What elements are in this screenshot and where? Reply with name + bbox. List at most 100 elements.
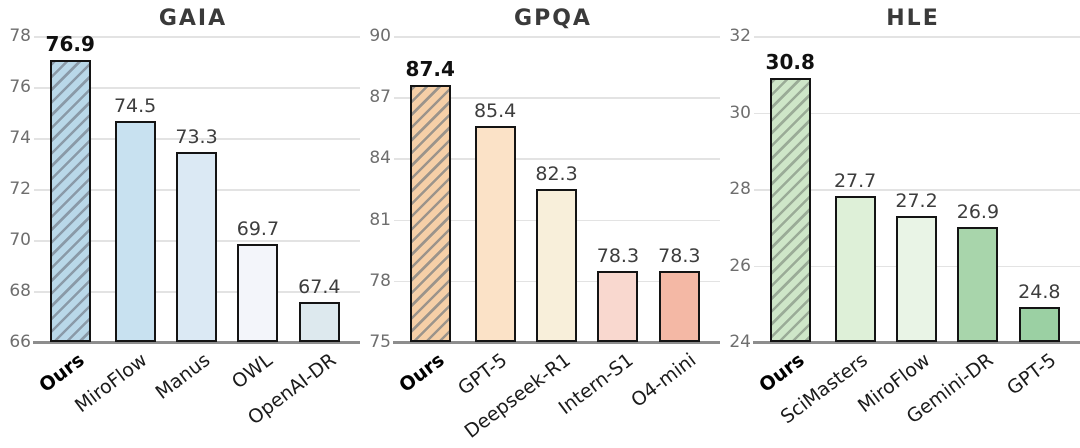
- bar-value-label: 78.3: [596, 244, 640, 267]
- bar-group: 24.8: [1018, 281, 1060, 342]
- y-tick-label: 24: [729, 332, 751, 352]
- bar: [49, 60, 91, 342]
- x-tick-label: O4-mini: [626, 349, 700, 412]
- bars: 30.8 27.7 27.2 26.9 24.8: [756, 36, 1070, 342]
- x-tick-label: Manus: [151, 349, 215, 404]
- bar-group: 85.4: [474, 100, 516, 342]
- y-tick-label: 90: [369, 26, 391, 46]
- plot-wrap: 75 78 81 84 87 90 87.4 85.4 82.3 78.3 78.3: [360, 26, 720, 352]
- bar-group: 27.2: [895, 189, 938, 342]
- bar-group: 27.7: [834, 170, 876, 342]
- bar-value-label: 74.5: [113, 95, 157, 118]
- bar: [658, 270, 700, 342]
- bar-group: 73.3: [175, 125, 218, 342]
- bar-group: 67.4: [298, 276, 340, 342]
- y-tick-label: 28: [729, 179, 751, 199]
- y-axis: 66 68 70 72 74 76 78: [0, 26, 36, 352]
- x-tick-label: OWL: [228, 349, 278, 394]
- bar: [176, 151, 218, 342]
- bar: [298, 302, 340, 342]
- bar-value-label: 24.8: [1018, 281, 1061, 304]
- bar-group: 82.3: [535, 163, 578, 342]
- x-axis-line: [33, 341, 360, 344]
- chart-gpqa: GPQA 75 78 81 84 87 90 87.4 85.4 82.3 78.3 78.3 O…: [360, 0, 720, 448]
- bar: [896, 215, 938, 342]
- bar: [536, 189, 578, 342]
- bar: [114, 121, 156, 342]
- bar-group: 26.9: [957, 201, 999, 342]
- plot-area: 76.9 74.5 73.3 69.7 67.4: [33, 32, 360, 344]
- bar: [409, 85, 451, 342]
- y-tick-label: 32: [729, 26, 751, 46]
- chart-title: GAIA: [158, 6, 228, 31]
- bar: [474, 125, 516, 342]
- chart-hle: HLE 24 26 28 30 32 30.8 27.7 27.2 26.9 24.8 Ours…: [720, 0, 1080, 448]
- bar: [957, 227, 999, 342]
- x-labels: Ours GPT-5 Deepseek-R1 Intern-S1 O4-mini: [395, 342, 710, 448]
- y-tick-label: 87: [369, 87, 391, 108]
- bar-value-label: 85.4: [473, 99, 517, 122]
- bar-group: 69.7: [237, 218, 279, 342]
- bar: [834, 196, 876, 342]
- bar-group: 76.9: [46, 32, 95, 342]
- plot-wrap: 66 68 70 72 74 76 78 76.9 74.5 73.3 69.7 67.4: [0, 26, 360, 352]
- gridline: [394, 36, 720, 38]
- bar: [1018, 307, 1060, 342]
- bar-value-label: 27.2: [895, 189, 938, 212]
- bar-value-label: 67.4: [298, 276, 341, 299]
- gridline: [754, 112, 1080, 114]
- bar-value-label: 73.3: [175, 125, 218, 148]
- bar-value-label: 87.4: [405, 57, 455, 82]
- bar: [769, 77, 811, 342]
- x-tick-label: Ours: [395, 349, 449, 397]
- x-labels: Ours MiroFlow Manus OWL OpenAI-DR: [35, 342, 350, 448]
- y-axis: 75 78 81 84 87 90: [360, 26, 396, 352]
- gridline: [394, 158, 720, 160]
- y-tick-label: 84: [369, 148, 391, 169]
- x-axis-line: [393, 341, 720, 344]
- y-tick-label: 75: [369, 332, 391, 352]
- bar-value-label: 27.7: [833, 170, 877, 193]
- y-tick-label: 74: [9, 128, 31, 148]
- y-tick-label: 78: [369, 270, 391, 291]
- plot-area: 30.8 27.7 27.2 26.9 24.8: [753, 36, 1080, 344]
- y-tick-label: 70: [9, 230, 31, 250]
- bars: 87.4 85.4 82.3 78.3 78.3: [396, 36, 710, 342]
- bar-value-label: 82.3: [535, 163, 578, 186]
- plot-area: 87.4 85.4 82.3 78.3 78.3: [393, 36, 720, 344]
- bar-value-label: 76.9: [45, 32, 95, 57]
- bar-group: 78.3: [658, 245, 700, 342]
- chart-title: GPQA: [514, 6, 592, 31]
- x-tick-label: Ours: [755, 349, 809, 397]
- bar-value-label: 26.9: [956, 201, 1000, 224]
- y-tick-label: 72: [9, 179, 31, 199]
- y-tick-label: 66: [9, 332, 31, 352]
- bar: [237, 243, 279, 342]
- y-tick-label: 30: [729, 102, 751, 123]
- y-tick-label: 76: [9, 77, 31, 97]
- y-tick-label: 68: [9, 281, 31, 301]
- gridline: [754, 189, 1080, 191]
- gridline: [394, 97, 720, 99]
- gridline: [34, 87, 360, 89]
- gridline: [34, 138, 360, 140]
- bar: [597, 270, 639, 342]
- bar-value-label: 78.3: [658, 244, 701, 267]
- chart-title: HLE: [886, 6, 940, 31]
- bars: 76.9 74.5 73.3 69.7 67.4: [36, 32, 350, 342]
- bar-value-label: 69.7: [236, 217, 280, 240]
- chart-gaia: GAIA 66 68 70 72 74 76 78 76.9 74.5 73.3 69.7 67.4…: [0, 0, 360, 448]
- y-tick-label: 81: [369, 209, 391, 230]
- bar-value-label: 30.8: [765, 49, 815, 74]
- y-tick-label: 78: [9, 26, 31, 46]
- bar-group: 30.8: [766, 50, 815, 342]
- bar-group: 74.5: [114, 95, 156, 342]
- bar-group: 78.3: [597, 245, 639, 342]
- x-tick-label: Ours: [35, 349, 89, 397]
- bar-group: 87.4: [406, 57, 455, 342]
- y-tick-label: 26: [729, 255, 751, 276]
- plot-wrap: 24 26 28 30 32 30.8 27.7 27.2 26.9 24.8: [720, 26, 1080, 352]
- x-axis-line: [753, 341, 1080, 344]
- x-tick-label: GPT-5: [1002, 349, 1060, 400]
